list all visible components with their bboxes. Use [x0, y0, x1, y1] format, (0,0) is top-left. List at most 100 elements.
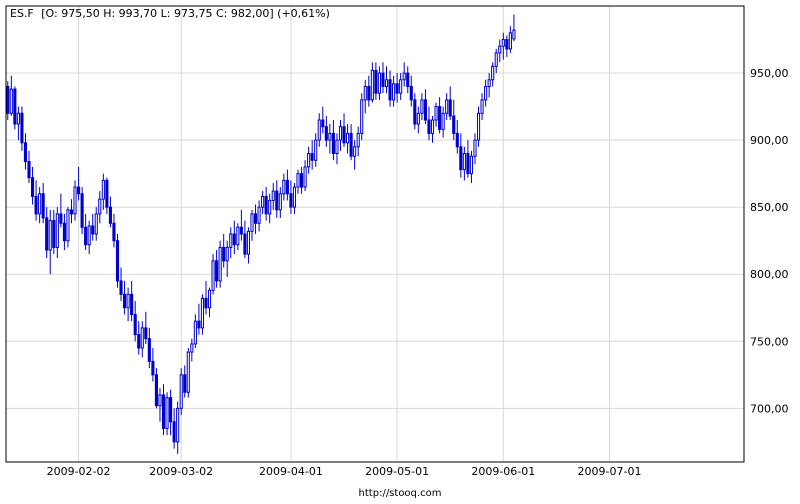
candle-down: [409, 75, 413, 107]
candle-down: [151, 348, 155, 382]
candle-up: [484, 79, 488, 107]
candle-body: [392, 83, 396, 101]
candle-body: [257, 206, 261, 224]
candle-body: [278, 193, 282, 211]
candle-body: [52, 220, 56, 248]
candle-body: [484, 85, 488, 101]
candle-down: [137, 321, 141, 355]
candle-body: [108, 206, 112, 224]
candle-up: [236, 223, 240, 251]
candle-down: [62, 213, 66, 251]
candle-body: [448, 99, 452, 117]
candle-down: [427, 106, 431, 141]
candle-body: [66, 209, 70, 242]
candle-body: [243, 233, 247, 255]
candle-body: [147, 338, 151, 362]
candle-up: [508, 26, 512, 53]
candle-down: [41, 183, 45, 224]
candle-body: [250, 213, 254, 232]
candle-up: [176, 401, 180, 454]
candle-down: [172, 408, 176, 449]
candle-down: [239, 209, 243, 241]
candle-body: [501, 39, 505, 47]
candle-up: [48, 209, 52, 275]
candle-body: [246, 230, 251, 255]
candle-down: [275, 180, 279, 218]
candle-body: [353, 146, 357, 157]
candle-body: [222, 246, 226, 262]
candle-down: [222, 234, 226, 268]
candle-body: [154, 374, 158, 407]
candle-down: [6, 81, 10, 120]
candle-body: [137, 334, 141, 349]
y-tick-label: 850,00: [750, 201, 789, 214]
candle-body: [363, 85, 367, 101]
candle-up: [55, 207, 59, 259]
candle-up: [346, 124, 350, 154]
candle-body: [73, 186, 77, 215]
candle-body: [23, 142, 28, 163]
candle-body: [151, 360, 155, 376]
candle-body: [98, 198, 102, 215]
candle-down: [197, 303, 201, 335]
candle-down: [133, 301, 137, 342]
candle-body: [130, 293, 134, 315]
candle-down: [147, 327, 151, 369]
candle-up: [494, 48, 498, 74]
candle-up: [158, 388, 162, 422]
candle-up: [487, 73, 491, 98]
candle-down: [169, 389, 173, 436]
x-axis-labels: 2009-02-02 2009-03-02 2009-04-01 2009-05-01…: [47, 465, 642, 478]
candle-body: [55, 213, 59, 248]
candle-up: [278, 187, 282, 218]
candle-up: [328, 124, 332, 154]
candle-body: [296, 173, 300, 188]
candle-body: [346, 132, 350, 144]
plot-frame: [5, 5, 745, 463]
candle-body: [466, 153, 470, 175]
candle-down: [232, 220, 236, 255]
instrument-symbol: ES.F: [10, 7, 34, 20]
candle-body: [179, 374, 183, 409]
candle-body: [91, 225, 95, 235]
candle-body: [119, 280, 123, 295]
candle-body: [126, 293, 130, 309]
candle-body: [45, 217, 49, 251]
candle-down: [374, 62, 378, 100]
candle-down: [204, 280, 208, 315]
y-axis-labels: 700,00 750,00 800,00 850,00 900,00 950,00: [750, 67, 789, 415]
candle-down: [331, 120, 335, 161]
candle-up: [261, 191, 265, 214]
candle-body: [438, 106, 442, 130]
candle-up: [377, 66, 381, 100]
candle-body: [381, 72, 385, 87]
candle-down: [119, 267, 123, 302]
x-tick-label: 2009-02-02: [47, 465, 111, 478]
candle-down: [310, 140, 314, 170]
candle-up: [268, 193, 272, 224]
candle-body: [215, 260, 219, 282]
candle-body: [420, 99, 424, 114]
candle-body: [430, 119, 435, 134]
candle-down: [466, 140, 470, 178]
candle-up: [430, 115, 435, 143]
candle-up: [491, 62, 495, 87]
candle-down: [23, 133, 28, 170]
candle-down: [215, 250, 219, 288]
candle-body: [452, 115, 456, 134]
candle-up: [229, 227, 233, 259]
candle-down: [130, 280, 134, 322]
candle-body: [197, 320, 201, 329]
source-url[interactable]: http://stooq.com: [359, 488, 442, 499]
candle-body: [307, 153, 311, 168]
source-link[interactable]: http://stooq.com: [359, 488, 442, 499]
candle-up: [179, 368, 183, 416]
candle-down: [367, 75, 371, 107]
candle-body: [133, 313, 137, 336]
candle-body: [204, 297, 208, 309]
candle-up: [307, 146, 311, 174]
candle-body: [84, 226, 88, 246]
candle-up: [225, 240, 229, 277]
